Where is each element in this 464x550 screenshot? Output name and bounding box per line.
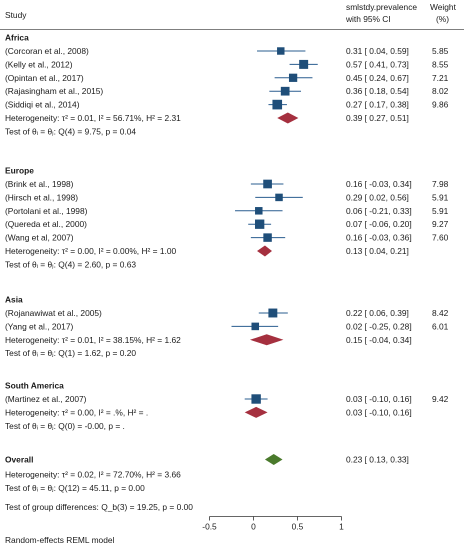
study-ci-text: 0.16 [ -0.03, 0.34] [346, 179, 412, 189]
study-marker [272, 99, 283, 110]
group-heading: South America [5, 381, 64, 391]
study-ci-text: 0.02 [ -0.25, 0.28] [346, 321, 412, 331]
study-label: (Brink et al., 1998) [5, 179, 74, 189]
group-heading: Asia [5, 295, 23, 305]
study-weight: 9.86 [432, 100, 449, 110]
study-weight: 7.21 [432, 73, 449, 83]
study-label: (Yang et al., 2017) [5, 321, 73, 331]
study-ci-text: 0.57 [ 0.41, 0.73] [346, 59, 409, 69]
study-marker [275, 193, 283, 202]
study-weight: 8.55 [432, 59, 449, 69]
study-marker [280, 86, 290, 96]
overall-label: Overall [5, 455, 33, 465]
study-label: (Siddiqi et al., 2014) [5, 100, 80, 110]
study-ci-text: 0.45 [ 0.24, 0.67] [346, 73, 409, 83]
heterogeneity-test-text: Test of θᵢ = θⱼ: Q(4) = 2.60, p = 0.63 [5, 259, 136, 269]
subgroup-diamond [257, 245, 272, 257]
study-marker [254, 219, 265, 229]
subgroup-diamond [244, 406, 268, 418]
subgroup-diamond [277, 112, 299, 124]
x-tick-label: 1 [339, 522, 344, 532]
x-axis: -0.5 0 0.5 1 [202, 516, 344, 532]
study-ci-text: 0.03 [ -0.10, 0.16] [346, 394, 412, 404]
study-label: (Portolani et al., 1998) [5, 206, 88, 216]
study-label: (Kelly et al., 2012) [5, 59, 73, 69]
heterogeneity-test-text: Test of θᵢ = θⱼ: Q(4) = 9.75, p = 0.04 [5, 126, 136, 136]
x-tick-label: -0.5 [202, 522, 217, 532]
study-label: (Corcoran et al., 2008) [5, 46, 89, 56]
heterogeneity-text: Heterogeneity: τ² = 0.01, I² = 56.71%, H… [5, 113, 181, 123]
study-label: (Martinez et al., 2007) [5, 394, 87, 404]
overall-heterogeneity-text: Heterogeneity: τ² = 0.02, I² = 72.70%, H… [5, 470, 181, 480]
study-ci-text: 0.31 [ 0.04, 0.59] [346, 46, 409, 56]
study-ci-text: 0.29 [ 0.02, 0.56] [346, 192, 409, 202]
heterogeneity-test-text: Test of θᵢ = θⱼ: Q(1) = 1.62, p = 0.20 [5, 348, 136, 358]
study-label: (Quereda et al., 2000) [5, 219, 87, 229]
heterogeneity-test-text: Test of θᵢ = θⱼ: Q(0) = -0.00, p = . [5, 421, 125, 431]
group-differences-text: Test of group differences: Q_b(3) = 19.2… [5, 502, 193, 512]
header-weight-line2: (%) [436, 14, 449, 24]
study-marker [277, 47, 285, 55]
study-weight: 9.42 [432, 394, 449, 404]
subgroup-ci-text: 0.03 [ -0.10, 0.16] [346, 407, 412, 417]
study-weight: 6.01 [432, 321, 449, 331]
footnote: Random-effects REML model [5, 535, 115, 545]
study-marker [251, 394, 261, 404]
study-ci-text: 0.16 [ -0.03, 0.36] [346, 233, 412, 243]
group-heading: Europe [5, 166, 34, 176]
study-weight: 5.91 [432, 192, 449, 202]
study-weight: 8.42 [432, 308, 449, 318]
overall-diamond [264, 454, 283, 465]
study-marker [251, 322, 260, 331]
study-weight: 5.85 [432, 46, 449, 56]
subgroup-ci-text: 0.13 [ 0.04, 0.21] [346, 246, 409, 256]
study-weight: 5.91 [432, 206, 449, 216]
group-heading: Africa [5, 33, 29, 43]
heterogeneity-text: Heterogeneity: τ² = 0.00, I² = .%, H² = … [5, 407, 148, 417]
study-marker [268, 308, 278, 318]
heterogeneity-text: Heterogeneity: τ² = 0.01, I² = 38.15%, H… [5, 335, 181, 345]
study-ci-text: 0.06 [ -0.21, 0.33] [346, 206, 412, 216]
heterogeneity-text: Heterogeneity: τ² = 0.00, I² = 0.00%, H²… [5, 246, 176, 256]
study-ci-text: 0.36 [ 0.18, 0.54] [346, 86, 409, 96]
study-weight: 8.02 [432, 86, 449, 96]
study-label: (Hirsch et al., 1998) [5, 192, 78, 202]
subgroup-ci-text: 0.15 [ -0.04, 0.34] [346, 335, 412, 345]
study-marker [263, 233, 272, 242]
header-study: Study [5, 10, 27, 20]
header-weight-line1: Weight [430, 2, 457, 12]
header-effect-line2: with 95% CI [345, 14, 391, 24]
study-weight: 7.98 [432, 179, 449, 189]
x-tick-label: 0.5 [292, 522, 304, 532]
subgroup-diamond [249, 334, 284, 346]
overall-ci-text: 0.23 [ 0.13, 0.33] [346, 455, 409, 465]
study-label: (Rojanawiwat et al., 2005) [5, 308, 102, 318]
study-marker [299, 59, 309, 69]
overall-test-text: Test of θᵢ = θⱼ: Q(12) = 45.11, p = 0.00 [5, 483, 145, 493]
x-tick-label: 0 [251, 522, 256, 532]
study-weight: 7.60 [432, 233, 449, 243]
study-ci-text: 0.07 [ -0.06, 0.20] [346, 219, 412, 229]
header-effect-line1: smlstdy.prevalence [346, 2, 417, 12]
study-marker [288, 73, 298, 82]
study-weight: 9.27 [432, 219, 449, 229]
study-label: (Opintan et al., 2017) [5, 73, 84, 83]
study-ci-text: 0.22 [ 0.06, 0.39] [346, 308, 409, 318]
study-label: (Rajasingham et al., 2015) [5, 86, 103, 96]
study-marker [263, 179, 272, 189]
study-ci-text: 0.27 [ 0.17, 0.38] [346, 100, 409, 110]
study-label: (Wang et al, 2007) [5, 233, 74, 243]
study-marker [255, 207, 263, 215]
subgroup-ci-text: 0.39 [ 0.27, 0.51] [346, 113, 409, 123]
